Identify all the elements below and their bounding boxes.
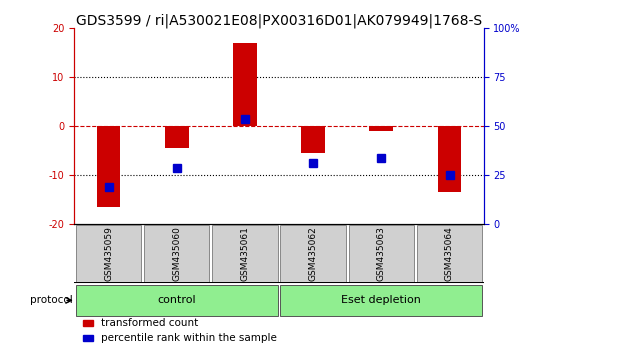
- Text: percentile rank within the sample: percentile rank within the sample: [101, 332, 277, 343]
- FancyBboxPatch shape: [348, 225, 414, 282]
- Text: protocol: protocol: [30, 295, 73, 306]
- Bar: [82, 320, 93, 326]
- Text: GSM435061: GSM435061: [241, 226, 249, 281]
- FancyBboxPatch shape: [76, 285, 278, 316]
- Bar: [370, 126, 393, 131]
- FancyBboxPatch shape: [212, 225, 278, 282]
- FancyBboxPatch shape: [417, 225, 482, 282]
- Text: GSM435064: GSM435064: [445, 226, 454, 281]
- FancyBboxPatch shape: [280, 285, 482, 316]
- FancyBboxPatch shape: [280, 225, 346, 282]
- Text: transformed count: transformed count: [101, 318, 198, 328]
- Bar: [165, 126, 188, 148]
- FancyBboxPatch shape: [144, 225, 210, 282]
- Bar: [438, 126, 461, 192]
- FancyBboxPatch shape: [76, 225, 141, 282]
- Bar: [233, 43, 257, 126]
- Text: GSM435063: GSM435063: [377, 226, 386, 281]
- Text: Eset depletion: Eset depletion: [342, 295, 421, 306]
- Bar: [97, 126, 120, 207]
- Text: GSM435060: GSM435060: [172, 226, 181, 281]
- Text: control: control: [157, 295, 196, 306]
- Text: GSM435059: GSM435059: [104, 226, 113, 281]
- Text: GSM435062: GSM435062: [309, 226, 317, 281]
- Bar: [301, 126, 325, 153]
- Bar: [82, 335, 93, 341]
- Title: GDS3599 / ri|A530021E08|PX00316D01|AK079949|1768-S: GDS3599 / ri|A530021E08|PX00316D01|AK079…: [76, 13, 482, 28]
